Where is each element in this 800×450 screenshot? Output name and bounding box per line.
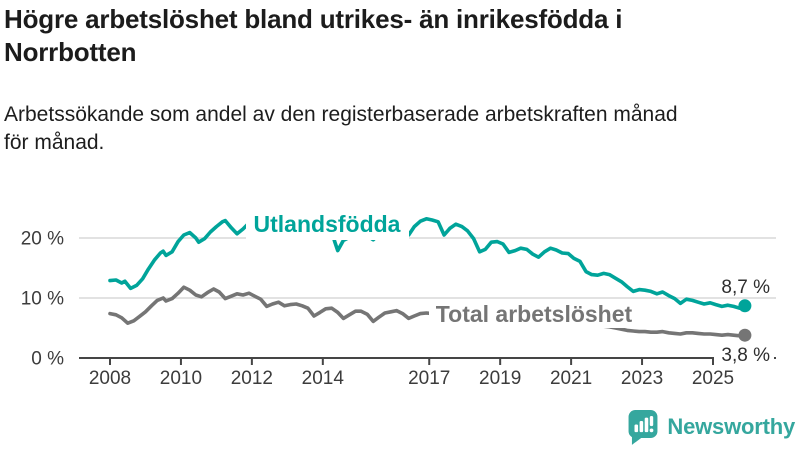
bar-chart-speech-bubble-icon	[628, 410, 658, 445]
total-end-value-label: 3,8 %	[721, 345, 770, 366]
x-tick-label: 2010	[160, 368, 202, 389]
page-title: Högre arbetslöshet bland utrikes- än inr…	[4, 3, 784, 70]
total-label-mask	[429, 300, 640, 328]
chart-subtitle: Arbetssökande som andel av den registerb…	[4, 101, 784, 156]
y-tick-label: 20 %	[21, 229, 64, 250]
x-tick-label: 2017	[408, 368, 450, 389]
utlandsfodda-series-label: Utlandsfödda	[254, 211, 401, 237]
page-title-line-2: Norrbotten	[4, 37, 137, 68]
chart-subtitle-line-1: Arbetssökande som andel av den registerb…	[4, 103, 678, 126]
utlandsfodda-line	[108, 212, 747, 311]
x-tick-label: 2023	[621, 368, 663, 389]
x-tick-label: 2008	[89, 368, 131, 389]
x-tick-label: 2012	[231, 368, 273, 389]
total-end-dot	[738, 328, 752, 342]
x-tick-label: 2014	[302, 368, 345, 389]
y-tick-label: 0 %	[31, 349, 64, 370]
newsworthy-wordmark: Newsworthy	[667, 414, 795, 439]
chart-subtitle-line-2: för månad.	[4, 130, 105, 154]
x-tick-label: 2019	[479, 368, 521, 389]
x-axis-ticks: 2008 2010 2012 2014 2017 2019 2021 2023 2025	[89, 358, 734, 389]
y-tick-label: 10 %	[21, 289, 64, 310]
total-end-value-mask	[714, 345, 774, 364]
y-axis-labels: 0 % 10 % 20 %	[21, 229, 64, 370]
page-title-line-1: Högre arbetslöshet bland utrikes- än inr…	[4, 4, 623, 34]
utlandsfodda-end-value-label: 8,7 %	[721, 277, 770, 298]
total-series-label: Total arbetslöshet	[436, 301, 633, 327]
total-arbetsloshet-line	[108, 285, 747, 338]
x-tick-label: 2025	[692, 368, 734, 389]
utlandsfodda-end-dot	[738, 299, 752, 313]
newsworthy-logo: Newsworthy	[626, 407, 795, 447]
x-tick-label: 2021	[550, 368, 592, 389]
utlandsfodda-label-mask	[246, 208, 409, 240]
